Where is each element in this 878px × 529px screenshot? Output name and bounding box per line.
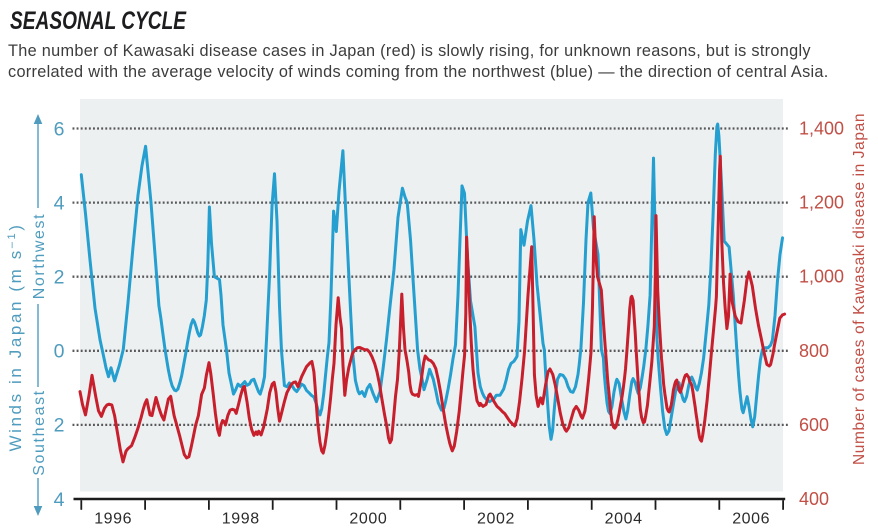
svg-text:800: 800 (799, 341, 829, 361)
svg-text:Southeast: Southeast (31, 389, 48, 475)
svg-text:1,000: 1,000 (799, 267, 844, 287)
svg-text:Northwest: Northwest (31, 213, 48, 299)
svg-text:2004: 2004 (605, 511, 643, 528)
svg-text:4: 4 (54, 489, 65, 511)
svg-text:0: 0 (54, 341, 65, 363)
svg-text:1998: 1998 (222, 511, 260, 528)
svg-text:600: 600 (799, 415, 829, 435)
svg-text:2: 2 (54, 415, 65, 437)
svg-text:1996: 1996 (94, 511, 132, 528)
svg-text:2000: 2000 (349, 511, 387, 528)
svg-text:2: 2 (54, 267, 65, 289)
svg-text:4: 4 (54, 192, 65, 214)
svg-text:1,400: 1,400 (799, 119, 844, 139)
svg-text:2006: 2006 (732, 511, 770, 528)
svg-text:1,200: 1,200 (799, 193, 844, 213)
svg-text:6: 6 (54, 118, 65, 140)
svg-text:Winds in Japan (m s–1): Winds in Japan (m s–1) (6, 222, 25, 451)
svg-text:Number of cases of Kawasaki di: Number of cases of Kawasaki disease in J… (851, 113, 868, 465)
svg-text:400: 400 (799, 489, 829, 509)
svg-text:2002: 2002 (477, 511, 515, 528)
